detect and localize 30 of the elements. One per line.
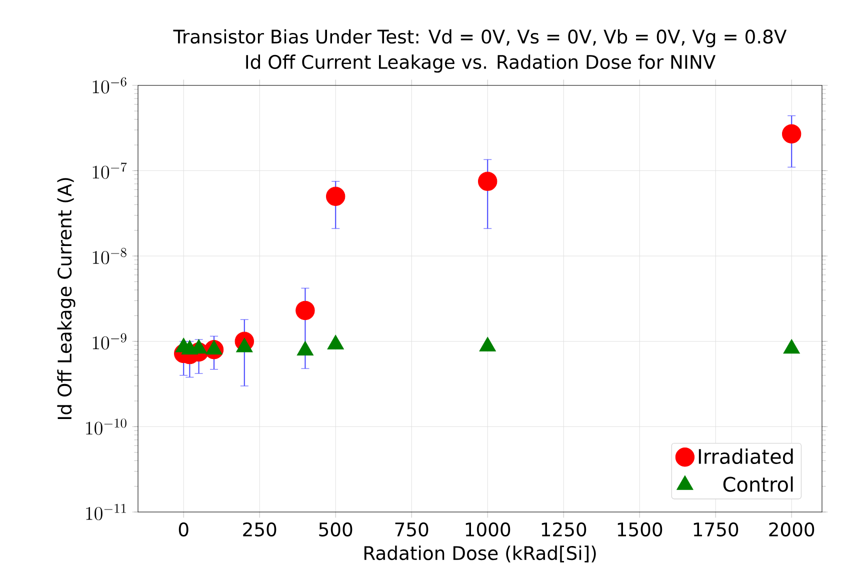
point (479, 336, 496, 352)
y-tick-label: $10^{-7}$ (92, 162, 127, 179)
x-tick-label: 1250 (542, 522, 586, 537)
point (327, 334, 344, 350)
y-axis-title: Id Off Leakage Current (A) (57, 178, 76, 419)
point (296, 340, 314, 356)
y-tick-label: $10^{-8}$ (92, 248, 126, 264)
x-tick-label: 0 (178, 522, 188, 537)
y-tick-label: $10^{-9}$ (92, 333, 126, 350)
point (206, 340, 222, 355)
x-tick-label: 2000 (769, 522, 814, 537)
point (326, 186, 346, 206)
x-tick-label: 500 (319, 522, 352, 537)
x-tick-label: 1000 (466, 522, 510, 537)
y-tick-label: $10^{-10}$ (86, 418, 126, 435)
y-tick-label: $10^{-6}$ (92, 77, 126, 94)
x-tick-label: 1750 (694, 522, 738, 537)
point (236, 338, 253, 352)
x-tick-label: 1500 (618, 522, 662, 537)
y-tick-label: $10^{-11}$ (86, 504, 126, 520)
point (478, 172, 498, 191)
chart-subtitle: Id Off Current Leakage vs. Radation Dose for NINV (246, 54, 716, 73)
legend-label: Irradiated (698, 448, 793, 464)
point (783, 339, 800, 354)
x-tick-label: 250 (243, 522, 276, 537)
x-tick-label: 750 (395, 522, 428, 537)
x-axis-title: Radation Dose (kRad[Si]) (364, 546, 596, 562)
point (782, 124, 802, 144)
chart-title: Transistor Bias Under Test: Vd = 0V, Vs = 0V, Vb = 0V, Vg = 0.8V (173, 29, 787, 48)
legend-label: Control (723, 476, 793, 492)
